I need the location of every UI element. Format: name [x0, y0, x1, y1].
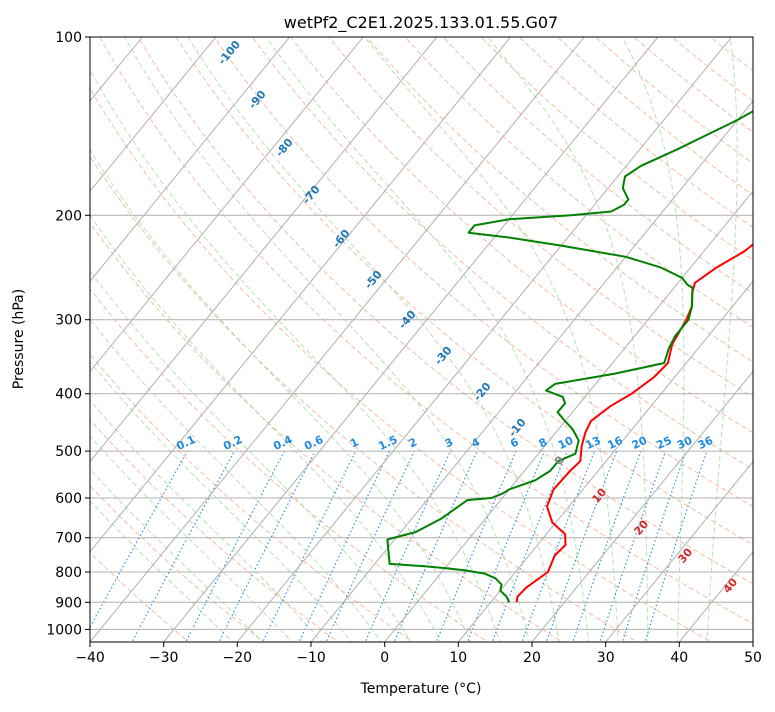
y-tick-label: 1000 [46, 622, 82, 638]
x-tick-label: 10 [449, 650, 467, 666]
moist-adiabat [354, 24, 618, 645]
isotherm-label: 10 [589, 485, 609, 505]
dry-adiabat [393, 24, 775, 645]
y-tick-label: 800 [55, 565, 82, 581]
moist-adiabat [180, 24, 560, 645]
mixing-ratio-label: 1.5 [376, 433, 399, 453]
isotherm-label: -70 [300, 183, 323, 207]
isotherm-line [88, 24, 595, 645]
isotherm-label: -10 [506, 416, 529, 440]
y-tick-label: 600 [55, 491, 82, 507]
mixing-ratio-line [572, 451, 641, 644]
dry-adiabat [0, 24, 192, 645]
dry-adiabat [93, 24, 775, 645]
x-axis-label: Temperature (°C) [360, 681, 482, 697]
mixing-ratio-label: 30 [675, 434, 695, 452]
isotherm-label: -60 [330, 227, 353, 251]
mixing-ratio-line [81, 451, 188, 644]
y-tick-label: 100 [55, 30, 82, 46]
x-tick-label: 40 [670, 650, 688, 666]
dry-adiabat [243, 24, 775, 645]
isotherm-line [0, 24, 227, 645]
dry-adiabat [318, 24, 775, 645]
x-tick-label: 20 [523, 650, 541, 666]
dry-adiabat [657, 24, 775, 645]
isotherm-label: 40 [720, 575, 740, 595]
x-tick-label: −30 [149, 650, 179, 666]
x-tick-label: −40 [75, 650, 105, 666]
dry-adiabat [0, 24, 342, 645]
mixing-ratio-label: 25 [654, 434, 673, 452]
moist-adiabat [0, 50, 442, 645]
mixing-ratio-line [262, 451, 356, 644]
isotherm-line [751, 24, 775, 645]
isotherm-label: -20 [471, 380, 494, 404]
isotherm-line [383, 24, 775, 645]
isotherm-line [235, 24, 742, 645]
moist-adiabat [66, 24, 500, 645]
x-tick-label: −20 [223, 650, 253, 666]
isotherm-line [0, 24, 374, 645]
dry-adiabat [0, 24, 491, 645]
moist-adiabat [0, 150, 294, 645]
dry-adiabat [469, 24, 775, 645]
moist-adiabat [0, 133, 324, 645]
mixing-ratio-label: 2 [407, 435, 419, 450]
moist-adiabat [0, 166, 265, 645]
isotherm-line [530, 24, 775, 645]
y-tick-label: 900 [55, 595, 82, 611]
x-tick-label: 50 [744, 650, 762, 666]
y-tick-label: 300 [55, 313, 82, 329]
isotherm-line [677, 24, 775, 645]
y-tick-label: 500 [55, 444, 82, 460]
dry-adiabat [0, 24, 566, 645]
dry-adiabat [694, 24, 775, 645]
x-tick-label: 30 [597, 650, 615, 666]
mixing-ratio-label: 16 [606, 434, 626, 452]
chart-title: wetPf2_C2E1.2025.133.01.55.G07 [284, 13, 558, 33]
mixing-ratio-line [185, 451, 285, 644]
mixing-ratio-label: 3 [443, 435, 455, 450]
mixing-ratio-label: 0.6 [302, 433, 325, 453]
x-tick-label: 0 [380, 650, 389, 666]
isotherm-label: -40 [396, 308, 419, 332]
mixing-ratio-label: 0.4 [271, 433, 294, 453]
moist-adiabat [0, 188, 235, 644]
mixing-ratio-label: 10 [556, 434, 576, 452]
mixing-ratio-line [131, 451, 235, 644]
dry-adiabat [17, 24, 641, 645]
x-tick-label: −10 [296, 650, 326, 666]
dry-adiabat [0, 24, 267, 645]
dry-adiabat [0, 24, 416, 645]
isotherm-line [309, 24, 775, 645]
dry-adiabat [281, 24, 775, 645]
isotherm-line [0, 24, 6, 645]
y-tick-label: 200 [55, 208, 82, 224]
isotherm-line [162, 24, 669, 645]
mixing-ratio-line [364, 451, 450, 644]
mixing-ratio-label: 1 [348, 435, 360, 450]
isotherm-label: 30 [675, 545, 695, 565]
isotherm-label: -50 [362, 268, 385, 292]
mixing-ratio-line [622, 451, 687, 644]
y-tick-label: 700 [55, 531, 82, 547]
mixing-ratio-label: 4 [469, 435, 482, 450]
isotherm-label: -100 [215, 38, 243, 68]
isotherm-label: 20 [631, 517, 651, 537]
isotherm-label: -90 [246, 88, 269, 112]
moist-adiabat [707, 24, 737, 645]
isotherm-label: -30 [432, 344, 455, 368]
mixing-ratio-label: 0.2 [221, 433, 244, 453]
dry-adiabat [506, 24, 775, 645]
y-axis-label: Pressure (hPa) [11, 289, 27, 389]
mixing-ratio-label: 20 [630, 434, 650, 452]
mixing-ratio-label: 0.1 [174, 433, 197, 453]
y-tick-label: 400 [55, 387, 82, 403]
